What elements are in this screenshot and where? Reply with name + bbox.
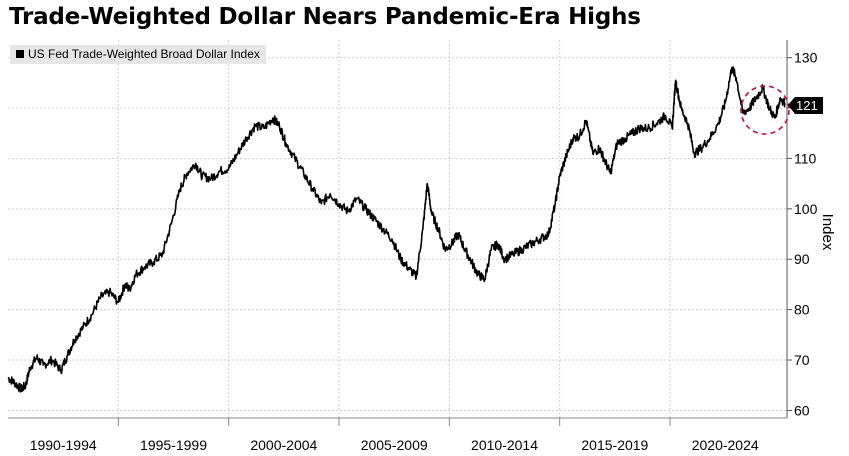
y-tick-label: 100 [794, 201, 818, 217]
series-line [7, 66, 786, 393]
last-value-tag: 121 [788, 97, 823, 114]
last-value-label: 121 [796, 98, 818, 113]
series-group [7, 66, 786, 393]
chart-title: Trade-Weighted Dollar Nears Pandemic-Era… [9, 4, 641, 30]
last-value-box [788, 97, 823, 114]
x-tick-label: 1995-1999 [140, 437, 207, 453]
x-tick-label: 2010-2014 [471, 437, 538, 453]
x-ticks: 1990-1994 1995-1999 2000-2004 2005-2009 2010… [30, 437, 759, 453]
y-tick-label: 60 [794, 402, 810, 418]
x-tick-label: 2000-2004 [250, 437, 317, 453]
x-tick-label: 2020-2024 [692, 437, 759, 453]
legend-swatch [16, 50, 24, 58]
y-tick-label: 130 [794, 50, 818, 66]
y-axis-label: Index [819, 214, 836, 251]
legend: US Fed Trade-Weighted Broad Dollar Index [10, 45, 266, 64]
x-tick-label: 1990-1994 [30, 437, 97, 453]
x-tick-label: 2005-2009 [361, 437, 428, 453]
highlight-circle [740, 85, 790, 135]
y-tick-label: 80 [794, 302, 810, 318]
y-tick-label: 110 [794, 150, 817, 166]
legend-label: US Fed Trade-Weighted Broad Dollar Index [28, 47, 260, 61]
x-tick-label: 2015-2019 [581, 437, 648, 453]
y-tick-label: 70 [794, 352, 810, 368]
y-tick-label: 90 [794, 251, 810, 267]
x-separators [117, 40, 671, 426]
